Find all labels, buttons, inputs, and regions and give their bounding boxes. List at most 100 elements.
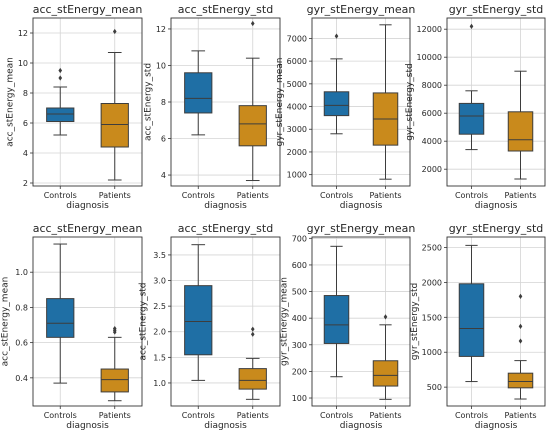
x-axis-label: diagnosis (340, 201, 383, 211)
box-patients (507, 293, 534, 400)
outlier-point (250, 331, 255, 337)
y-tick-label: 2000 (287, 148, 307, 157)
y-tick-label: 300 (292, 341, 307, 350)
box-iqr (238, 368, 267, 390)
chart-panel-7: 100 200 300 400 500 600 700 Controls Patients gyr… (280, 222, 416, 431)
box-iqr (184, 72, 213, 114)
x-tick-label: Controls (320, 191, 353, 200)
y-tick-label: 4000 (287, 103, 307, 112)
outlier-point (518, 323, 523, 329)
box-iqr (46, 107, 75, 122)
x-axis-label: diagnosis (66, 421, 109, 431)
x-tick-label: Controls (44, 191, 77, 200)
box-iqr (507, 372, 534, 389)
x-tick-label: Controls (182, 411, 215, 420)
chart-title: acc_stEnergy_mean (33, 3, 143, 16)
y-tick-label: 400 (292, 314, 307, 323)
y-tick-label: 1000 (287, 171, 307, 180)
y-axis-label: gyr_stEnergy_std (410, 283, 420, 360)
box-iqr (238, 105, 267, 147)
outlier-point (112, 28, 117, 35)
chart-panel-6: 1.0 1.5 2.0 2.5 3.0 3.5 Controls Patients acc_st… (139, 222, 281, 431)
outlier-point (518, 338, 523, 344)
outlier-point (112, 325, 117, 332)
outlier-point (383, 314, 388, 320)
y-tick-label: 8 (23, 89, 28, 98)
y-tick-label: 12000 (417, 25, 442, 34)
y-axis-label: gyr_stEnergy_mean (280, 277, 290, 366)
y-tick-label: 7000 (287, 34, 307, 43)
plot-frame (170, 236, 281, 407)
x-tick-label: Patients (237, 411, 269, 420)
chart-title: gyr_stEnergy_std (449, 222, 544, 235)
y-tick-label: 6 (161, 135, 166, 144)
box-controls (458, 23, 485, 151)
outlier-point (518, 293, 523, 299)
x-tick-label: Controls (455, 411, 488, 420)
box-controls (46, 67, 75, 136)
y-tick-label: 6000 (287, 57, 307, 66)
y-axis-label: gyr_stEnergy_mean (275, 58, 285, 147)
y-tick-label: 4 (161, 171, 166, 180)
y-tick-label: 1.0 (153, 379, 166, 388)
x-axis-label: diagnosis (66, 201, 109, 211)
x-axis-label: diagnosis (204, 421, 247, 431)
box-iqr (100, 103, 129, 148)
y-tick-label: 2.5 (153, 302, 166, 311)
box-controls (323, 33, 350, 135)
box-iqr (507, 111, 534, 152)
y-tick-label: 6 (23, 119, 28, 128)
y-tick-label: 2500 (422, 243, 442, 252)
x-tick-label: Patients (504, 191, 536, 200)
plot-frame (32, 236, 143, 407)
y-tick-label: 1000 (422, 348, 442, 357)
box-patients (100, 325, 129, 402)
y-axis-label: acc_stEnergy_mean (5, 57, 15, 147)
y-tick-label: 500 (292, 288, 307, 297)
chart-title: gyr_stEnergy_mean (307, 3, 416, 16)
box-iqr (46, 298, 75, 338)
outlier-point (58, 67, 63, 74)
chart-panel-1: 2 4 6 8 10 12 Controls Patients acc_stEnergy_mea… (5, 3, 143, 211)
y-tick-label: 2000 (422, 278, 442, 287)
box-controls (46, 243, 75, 384)
y-tick-label: 8 (161, 98, 166, 107)
y-tick-label: 1500 (422, 313, 442, 322)
x-tick-label: Controls (44, 411, 77, 420)
chart-title: acc_stEnergy_std (178, 222, 273, 235)
outlier-point (250, 20, 255, 27)
y-tick-label: 3000 (287, 125, 307, 134)
y-tick-label: 12 (156, 25, 166, 34)
y-tick-label: 0.8 (15, 303, 28, 312)
box-controls (458, 244, 485, 383)
plot-frame (446, 236, 546, 407)
box-patients (372, 314, 399, 400)
y-tick-label: 0.4 (15, 374, 28, 383)
y-tick-label: 2.0 (153, 328, 166, 337)
y-axis-label: acc_stEnergy_mean (1, 277, 11, 367)
plot-frame (170, 17, 281, 187)
y-tick-label: 600 (292, 261, 307, 270)
y-tick-label: 3.5 (153, 251, 166, 260)
x-tick-label: Patients (369, 411, 401, 420)
box-controls (323, 245, 350, 378)
box-patients (100, 28, 129, 181)
x-tick-label: Patients (369, 191, 401, 200)
plot-frame (32, 17, 143, 187)
chart-title: acc_stEnergy_std (178, 3, 273, 16)
y-axis-label: gyr_stEnergy_std (405, 63, 415, 140)
y-tick-label: 2000 (422, 165, 442, 174)
box-iqr (323, 91, 350, 117)
chart-title: gyr_stEnergy_mean (307, 222, 416, 235)
x-tick-label: Patients (99, 191, 131, 200)
y-axis-label: acc_stEnergy_std (143, 63, 153, 141)
y-tick-label: 1.5 (153, 353, 166, 362)
box-controls (184, 50, 213, 136)
y-tick-label: 5000 (287, 80, 307, 89)
x-tick-label: Controls (182, 191, 215, 200)
x-axis-label: diagnosis (340, 421, 383, 431)
y-tick-label: 6000 (422, 109, 442, 118)
chart-panel-4: 2000 4000 6000 8000 10000 12000 Controls Patien… (405, 3, 546, 211)
box-iqr (372, 360, 399, 387)
